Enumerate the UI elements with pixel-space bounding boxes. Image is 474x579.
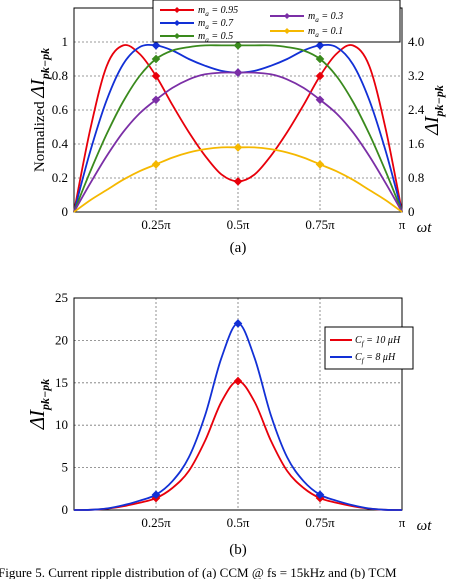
x-tick-label: 0.25π <box>141 217 171 232</box>
y-tick-label: 0.6 <box>52 102 69 117</box>
legend-marker <box>284 13 290 19</box>
x-axis-label: ωt <box>417 220 433 236</box>
series-marker <box>233 41 243 50</box>
panel-label: (a) <box>230 240 247 256</box>
y-tick-label: 20 <box>55 332 68 347</box>
series-marker <box>151 71 161 81</box>
series-marker <box>233 177 243 186</box>
x-tick-label: 0.5π <box>227 515 250 530</box>
series-marker <box>233 376 243 386</box>
legend: Cf = 10 μH Cf = 8 μH <box>324 326 414 370</box>
series-marker <box>315 41 325 50</box>
x-tick-label: 0.25π <box>141 515 171 530</box>
legend-entry-label: ma = 0.3 <box>308 11 343 24</box>
y2-axis-label: ΔIpk−pk <box>421 85 446 136</box>
y2-tick-label: 4.0 <box>408 34 424 49</box>
series-marker <box>315 71 325 81</box>
legend-marker <box>174 7 180 13</box>
y2-tick-label: 3.2 <box>408 68 424 83</box>
y-tick-label: 0.2 <box>52 170 68 185</box>
y-axis-label-text: ΔIpk−pk <box>25 379 52 431</box>
series-marker <box>151 54 161 64</box>
y2-tick-label: 1.6 <box>408 136 425 151</box>
y-tick-label: 0.8 <box>52 68 68 83</box>
legend-entry-label: ma = 0.1 <box>308 26 343 39</box>
legend-marker <box>174 20 180 26</box>
series-marker <box>151 41 161 50</box>
legend-entry-label: Cf = 10 μH <box>355 335 401 348</box>
figure-caption: Figure 5. Current ripple distribution of… <box>0 565 397 579</box>
y-tick-label: 10 <box>55 417 68 432</box>
y-tick-label: 5 <box>62 460 69 475</box>
x-tick-label: π <box>399 217 406 232</box>
legend-entry-label: ma = 0.7 <box>198 18 234 31</box>
x-tick-label: 0.75π <box>305 217 335 232</box>
series-marker <box>151 490 161 500</box>
series-marker <box>315 160 325 169</box>
y-axis-label: ΔIpk−pk <box>25 379 52 431</box>
chart-a: 0.25π 0.5π 0.75π π ωt00.20.40.60.8100.81.62.… <box>27 0 446 256</box>
y2-tick-label: 0.8 <box>408 170 424 185</box>
legend-box <box>152 0 401 43</box>
legend-entry-label: ma = 0.95 <box>198 5 238 18</box>
y-tick-label: 0 <box>62 204 69 219</box>
y2-axis-label-text: ΔIpk−pk <box>421 85 446 136</box>
legend-entry-label: ma = 0.5 <box>198 31 233 44</box>
series-marker <box>151 160 161 169</box>
series-marker <box>315 54 325 64</box>
x-tick-label: 0.75π <box>305 515 335 530</box>
series-marker <box>315 95 325 105</box>
series-marker <box>233 319 243 328</box>
x-axis-label: ωt <box>417 518 433 534</box>
y-tick-label: 15 <box>55 375 68 390</box>
y-tick-label: 25 <box>55 290 68 305</box>
series-marker <box>233 68 243 77</box>
x-tick-label: π <box>399 515 406 530</box>
legend-marker <box>174 33 180 39</box>
series-marker <box>233 143 243 152</box>
y-axis-label-text: Normalized ΔIpk−pk <box>27 48 52 172</box>
x-tick-label: 0.5π <box>227 217 250 232</box>
legend-marker <box>284 28 290 34</box>
legend-box <box>324 326 414 370</box>
panel-label: (b) <box>229 542 247 558</box>
y-axis-label: Normalized ΔIpk−pk <box>27 48 52 172</box>
series-marker <box>151 95 161 105</box>
y2-tick-label: 2.4 <box>408 102 425 117</box>
plot-frame <box>73 297 403 511</box>
chart-b: 0.25π 0.5π 0.75π π ωt 0 5 10 15 20 25 ΔIpk−pk (b) Cf … <box>25 290 432 558</box>
series-marker <box>315 490 325 500</box>
y2-tick-label: 0 <box>408 204 415 219</box>
y-tick-label: 0.4 <box>52 136 69 151</box>
y-tick-label: 0 <box>62 502 69 517</box>
legend-entry-label: Cf = 8 μH <box>355 352 396 365</box>
y-tick-label: 1 <box>62 34 69 49</box>
